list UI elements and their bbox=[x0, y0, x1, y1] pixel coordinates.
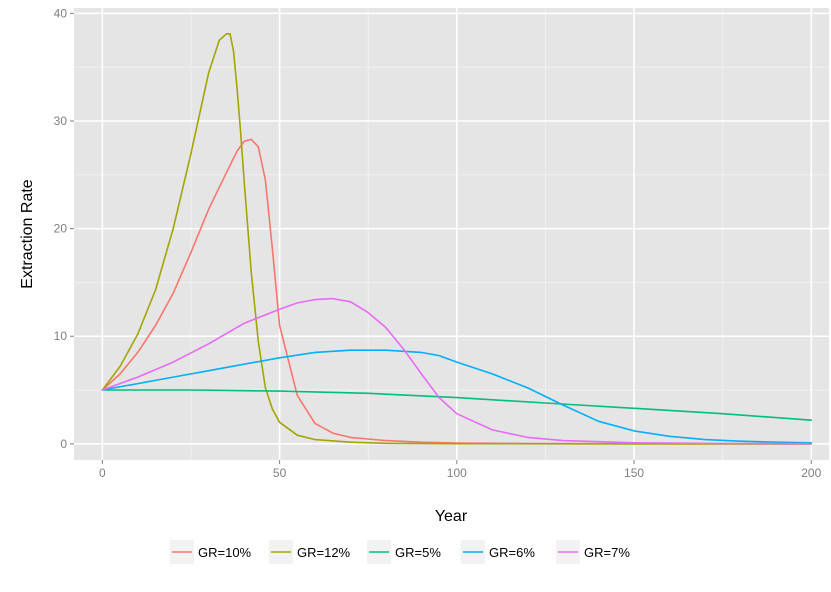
legend-item: GR=5% bbox=[367, 540, 441, 564]
legend: GR=10% GR=12% GR=5% GR=6% GR=7% bbox=[170, 540, 630, 564]
y-tick-label: 30 bbox=[54, 114, 68, 128]
x-tick-label: 0 bbox=[99, 466, 106, 480]
x-axis-title: Year bbox=[435, 508, 468, 525]
series-line-gr-7 bbox=[101, 297, 813, 445]
series-line-gr-12 bbox=[101, 32, 813, 445]
legend-label: GR=10% bbox=[198, 545, 252, 560]
series-line-gr-10 bbox=[101, 138, 813, 445]
y-tick-label: 0 bbox=[60, 437, 67, 451]
legend-label: GR=5% bbox=[395, 545, 441, 560]
legend-item: GR=10% bbox=[170, 540, 252, 564]
x-tick-label: 150 bbox=[624, 466, 644, 480]
legend-item: GR=7% bbox=[556, 540, 630, 564]
series-line-gr-5 bbox=[101, 389, 813, 422]
legend-label: GR=12% bbox=[297, 545, 351, 560]
legend-label: GR=6% bbox=[489, 545, 535, 560]
x-tick-label: 200 bbox=[801, 466, 821, 480]
x-tick-label: 50 bbox=[273, 466, 287, 480]
series-line-gr-6 bbox=[101, 349, 813, 444]
y-tick-label: 40 bbox=[54, 6, 68, 20]
legend-label: GR=7% bbox=[584, 545, 630, 560]
plot-panel bbox=[74, 8, 829, 460]
y-axis-title: Extraction Rate bbox=[19, 179, 36, 288]
x-axis: 0 50 100 150 200 bbox=[99, 460, 822, 480]
legend-item: GR=12% bbox=[269, 540, 351, 564]
y-tick-label: 10 bbox=[54, 329, 68, 343]
x-tick-label: 100 bbox=[447, 466, 467, 480]
series-lines bbox=[101, 32, 813, 445]
y-axis: 0 10 20 30 40 bbox=[54, 6, 74, 451]
legend-item: GR=6% bbox=[461, 540, 535, 564]
y-tick-label: 20 bbox=[54, 222, 68, 236]
